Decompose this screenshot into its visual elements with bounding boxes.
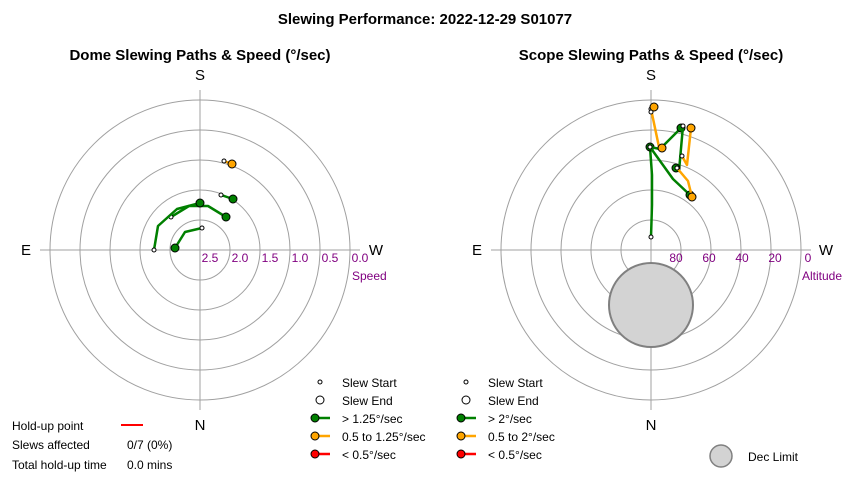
scope-tick-label: 0 — [805, 251, 812, 265]
scope-cardinal-e: E — [472, 242, 482, 259]
dome-title: Dome Slewing Paths & Speed (°/sec) — [69, 47, 330, 64]
dome-tick-label: 2.0 — [232, 251, 249, 265]
slews-affected-label: Slews affected — [12, 438, 90, 452]
dome-cardinal-s: S — [195, 67, 205, 84]
dome-legend-dot-swatch — [310, 431, 320, 441]
dome-legend-label: < 0.5°/sec — [342, 448, 396, 462]
dome-cardinal-w: W — [369, 242, 384, 259]
scope-slew-path — [648, 146, 691, 196]
dome-legend-dot-swatch — [310, 449, 320, 459]
scope-cardinal-n: N — [646, 417, 657, 434]
dome-panel: Dome Slewing Paths & Speed (°/sec) S N E… — [21, 47, 387, 434]
dome-tick-label: 1.0 — [292, 251, 309, 265]
scope-legend-label: Slew Start — [488, 376, 543, 390]
dome-radial-label: Speed — [352, 269, 387, 283]
scope-legend-dot-swatch — [456, 413, 466, 423]
scope-legend-end-swatch — [461, 395, 471, 405]
holdup-stats: Hold-up point Slews affected 0/7 (0%) To… — [12, 419, 172, 472]
dome-radial-ticks: 2.5 2.0 1.5 1.0 0.5 0.0 — [202, 251, 369, 265]
dome-slew-end-point — [221, 212, 231, 222]
dome-tick-label: 1.5 — [262, 251, 279, 265]
dec-limit-legend-label: Dec Limit — [748, 450, 799, 464]
scope-slew-start-point — [679, 153, 685, 159]
scope-tick-label: 20 — [768, 251, 782, 265]
dome-tick-label: 2.5 — [202, 251, 219, 265]
scope-slew-path — [648, 146, 654, 238]
dome-slew-end-point — [195, 198, 205, 208]
scope-tick-label: 80 — [669, 251, 683, 265]
total-holdup-value: 0.0 mins — [127, 458, 172, 472]
scope-paths — [645, 102, 697, 240]
scope-legend-start-swatch — [463, 379, 469, 385]
dome-slew-start-point — [221, 158, 227, 164]
scope-tick-label: 40 — [735, 251, 749, 265]
scope-slew-end-point — [657, 143, 667, 153]
dome-tick-label: 0.0 — [352, 251, 369, 265]
dec-limit-legend: Dec Limit — [709, 444, 799, 468]
dome-legend-label: > 1.25°/sec — [342, 412, 403, 426]
scope-tick-label: 60 — [702, 251, 716, 265]
scope-slew-start-point — [648, 234, 654, 240]
scope-slew-end-point — [687, 192, 697, 202]
dome-legend-dot-swatch — [310, 413, 320, 423]
dome-cardinal-e: E — [21, 242, 31, 259]
dome-slew-path — [152, 201, 201, 251]
scope-legend-label: > 2°/sec — [488, 412, 532, 426]
dec-limit-region — [608, 262, 694, 348]
dome-slew-end-point — [227, 159, 237, 169]
dome-legend-end-swatch — [315, 395, 325, 405]
dome-grid — [40, 90, 360, 410]
scope-slew-path — [649, 108, 663, 150]
figure-title: Slewing Performance: 2022-12-29 S01077 — [278, 11, 572, 28]
scope-slew-path — [676, 167, 694, 198]
slews-affected-value: 0/7 (0%) — [127, 438, 172, 452]
scope-legend-label: < 0.5°/sec — [488, 448, 542, 462]
dome-slew-path — [173, 226, 203, 249]
scope-grid — [491, 90, 811, 410]
dome-slew-start-point — [199, 225, 205, 231]
scope-title: Scope Slewing Paths & Speed (°/sec) — [519, 47, 783, 64]
scope-legend-dot-swatch — [456, 449, 466, 459]
dome-legend-label: Slew Start — [342, 376, 397, 390]
scope-slew-start-point — [647, 144, 653, 150]
dome-slew-end-point — [228, 194, 238, 204]
dome-paths — [151, 158, 238, 253]
scope-cardinal-s: S — [646, 67, 656, 84]
dome-tick-label: 0.5 — [322, 251, 339, 265]
dec-limit-legend-swatch — [709, 444, 733, 468]
dome-legend-start-swatch — [317, 379, 323, 385]
dome-slew-start-point — [151, 247, 157, 253]
dome-legend: Slew Start Slew End > 1.25°/sec 0.5 to 1.25… — [310, 376, 426, 462]
scope-panel: Scope Slewing Paths & Speed (°/sec) S N … — [472, 47, 842, 434]
total-holdup-label: Total hold-up time — [12, 458, 107, 472]
scope-radial-label: Altitude — [802, 269, 842, 283]
scope-radial-ticks: 80 60 40 20 0 — [669, 251, 811, 265]
scope-legend-dot-swatch — [456, 431, 466, 441]
scope-slew-start-point — [680, 123, 686, 129]
dome-legend-label: Slew End — [342, 394, 393, 408]
scope-slew-path — [680, 127, 693, 167]
scope-slew-end-point — [649, 102, 659, 112]
scope-legend: Slew Start Slew End > 2°/sec 0.5 to 2°/sec <… — [456, 376, 555, 462]
dome-slew-start-point — [218, 192, 224, 198]
scope-cardinal-w: W — [819, 242, 834, 259]
scope-slew-end-point — [686, 123, 696, 133]
holdup-point-label: Hold-up point — [12, 419, 84, 433]
scope-legend-label: 0.5 to 2°/sec — [488, 430, 555, 444]
scope-slew-start-point — [674, 165, 680, 171]
dome-slew-end-point — [170, 243, 180, 253]
dome-legend-label: 0.5 to 1.25°/sec — [342, 430, 426, 444]
dome-cardinal-n: N — [195, 417, 206, 434]
scope-legend-label: Slew End — [488, 394, 539, 408]
